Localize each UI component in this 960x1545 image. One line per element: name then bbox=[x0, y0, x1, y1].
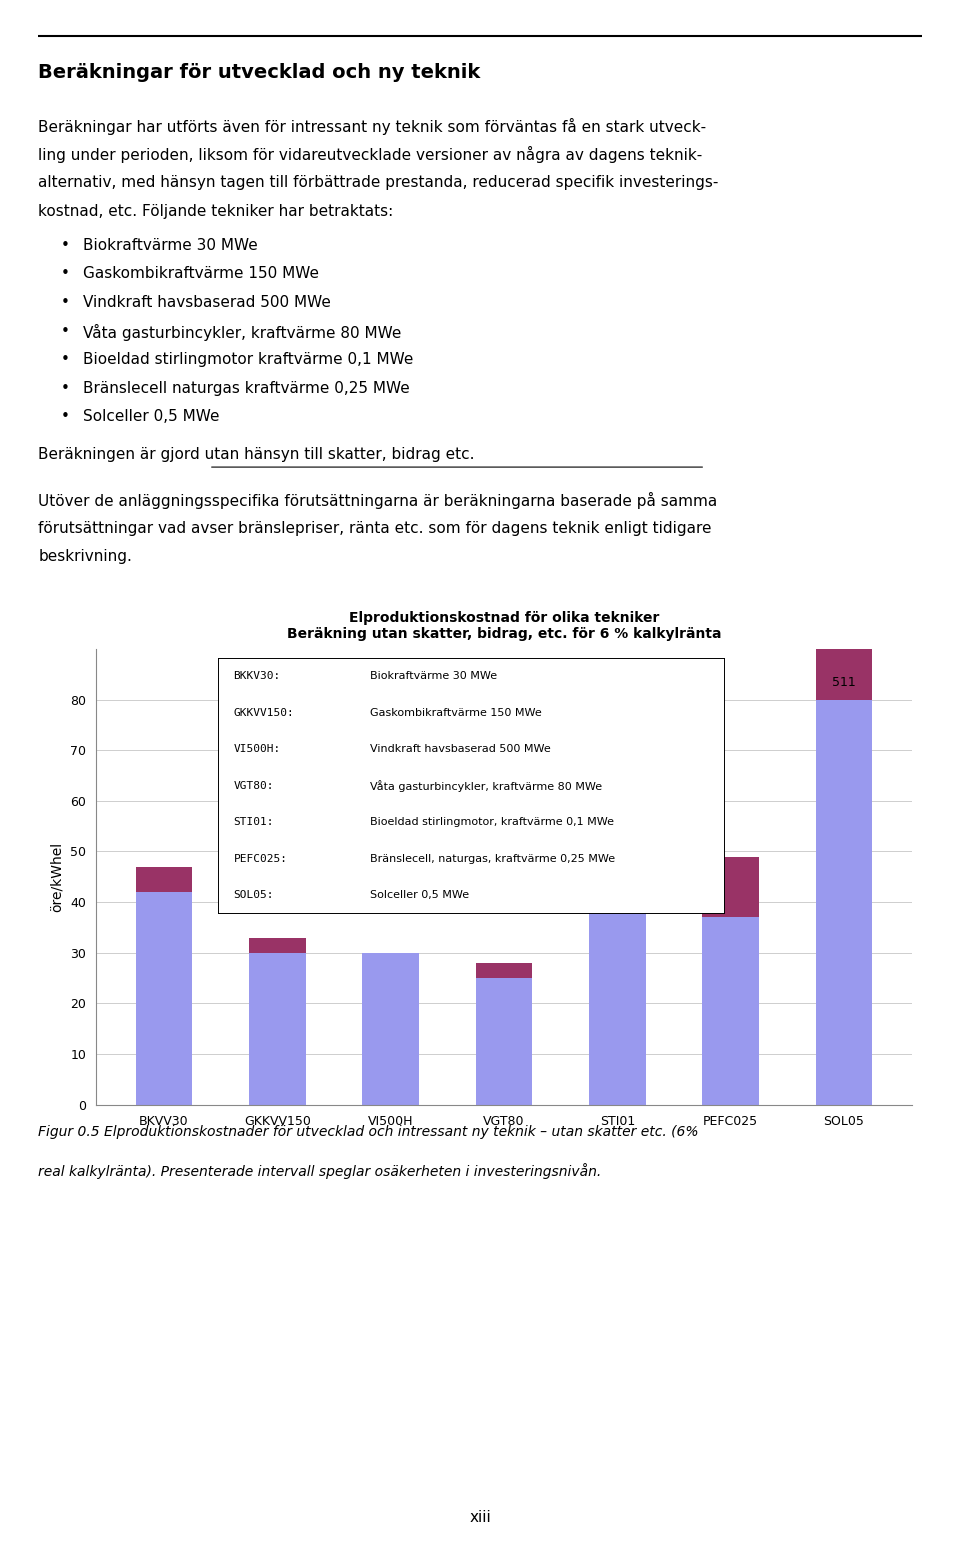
Text: Vindkraft havsbaserad 500 MWe: Vindkraft havsbaserad 500 MWe bbox=[83, 295, 330, 311]
Text: förutsättningar vad avser bränslepriser, ränta etc. som för dagens teknik enligt: förutsättningar vad avser bränslepriser,… bbox=[38, 521, 712, 536]
Text: Beräkningar för utvecklad och ny teknik: Beräkningar för utvecklad och ny teknik bbox=[38, 63, 481, 82]
Bar bbox=[475, 978, 533, 1105]
Bar bbox=[135, 891, 192, 1105]
Text: alternativ, med hänsyn tagen till förbättrade prestanda, reducerad specifik inve: alternativ, med hänsyn tagen till förbät… bbox=[38, 175, 719, 190]
Text: •: • bbox=[60, 323, 69, 338]
Text: •: • bbox=[60, 295, 69, 311]
Text: kostnad, etc. Följande tekniker har betraktats:: kostnad, etc. Följande tekniker har betr… bbox=[38, 204, 394, 218]
Text: Beräkningen är gjord utan hänsyn till skatter, bidrag etc.: Beräkningen är gjord utan hänsyn till sk… bbox=[38, 447, 475, 462]
Text: Beräkningar har utförts även för intressant ny teknik som förväntas få en stark : Beräkningar har utförts även för intress… bbox=[38, 117, 707, 134]
Bar bbox=[362, 953, 419, 1105]
Bar bbox=[249, 938, 305, 953]
Text: •: • bbox=[60, 238, 69, 253]
Text: beskrivning.: beskrivning. bbox=[38, 550, 132, 564]
Bar bbox=[135, 867, 192, 891]
Text: Våta gasturbincykler, kraftvärme 80 MWe: Våta gasturbincykler, kraftvärme 80 MWe bbox=[83, 323, 401, 340]
Bar bbox=[703, 856, 759, 918]
Text: •: • bbox=[60, 409, 69, 425]
Bar bbox=[249, 953, 305, 1105]
Bar bbox=[816, 0, 873, 700]
Text: Solceller 0,5 MWe: Solceller 0,5 MWe bbox=[83, 409, 219, 425]
Text: Figur 0.5 Elproduktionskostnader för utvecklad och intressant ny teknik – utan s: Figur 0.5 Elproduktionskostnader för utv… bbox=[38, 1125, 699, 1139]
Text: Utöver de anläggningsspecifika förutsättningarna är beräkningarna baserade på sa: Utöver de anläggningsspecifika förutsätt… bbox=[38, 493, 718, 510]
Bar bbox=[589, 771, 646, 816]
Text: 511: 511 bbox=[832, 677, 856, 689]
Text: •: • bbox=[60, 266, 69, 281]
Bar bbox=[589, 816, 646, 1105]
Bar bbox=[816, 700, 873, 1105]
Text: Gaskombikraftvärme 150 MWe: Gaskombikraftvärme 150 MWe bbox=[83, 266, 319, 281]
Text: Bränslecell naturgas kraftvärme 0,25 MWe: Bränslecell naturgas kraftvärme 0,25 MWe bbox=[83, 380, 409, 396]
Text: Bioeldad stirlingmotor kraftvärme 0,1 MWe: Bioeldad stirlingmotor kraftvärme 0,1 MW… bbox=[83, 352, 413, 368]
Text: real kalkylränta). Presenterade intervall speglar osäkerheten i investeringsnivå: real kalkylränta). Presenterade interval… bbox=[38, 1163, 602, 1179]
Text: ling under perioden, liksom för vidareutvecklade versioner av några av dagens te: ling under perioden, liksom för vidareut… bbox=[38, 147, 703, 164]
Text: Biokraftvärme 30 MWe: Biokraftvärme 30 MWe bbox=[83, 238, 257, 253]
Bar bbox=[475, 963, 533, 978]
Text: •: • bbox=[60, 352, 69, 368]
Y-axis label: öre/kWhel: öre/kWhel bbox=[49, 842, 63, 912]
Text: •: • bbox=[60, 380, 69, 396]
Bar bbox=[703, 918, 759, 1105]
Text: xiii: xiii bbox=[469, 1511, 491, 1525]
Title: Elproduktionskostnad för olika tekniker
Beräkning utan skatter, bidrag, etc. för: Elproduktionskostnad för olika tekniker … bbox=[287, 610, 721, 641]
